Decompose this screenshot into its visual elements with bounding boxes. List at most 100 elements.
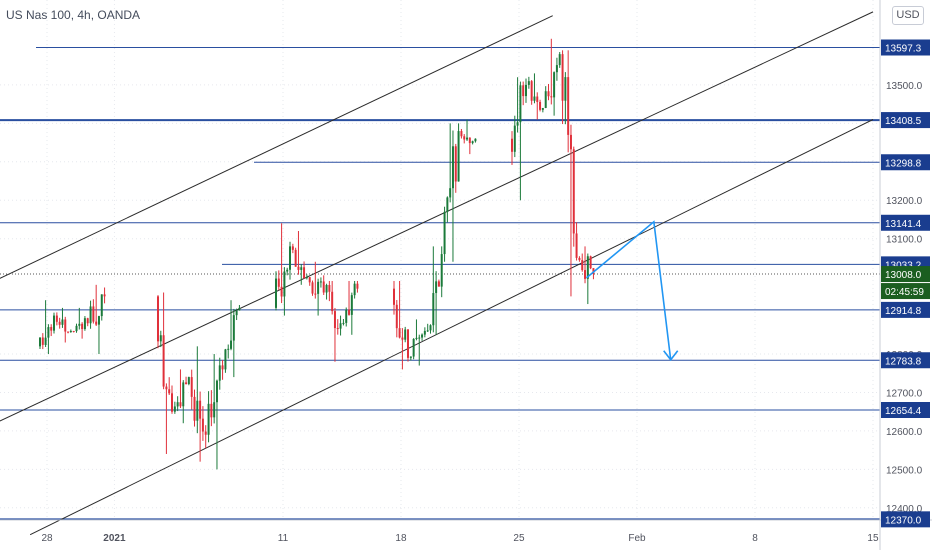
candle-body bbox=[179, 402, 182, 407]
candle-body bbox=[336, 328, 339, 330]
candle-body bbox=[176, 402, 179, 407]
price-level-label: 12654.4 bbox=[885, 406, 922, 417]
price-level-label-bg bbox=[881, 402, 930, 418]
y-tick-label: 13500.0 bbox=[886, 81, 923, 92]
candle-body bbox=[168, 389, 171, 394]
candle-body bbox=[53, 315, 55, 331]
x-tick-label: 28 bbox=[41, 533, 53, 544]
price-level-lines bbox=[0, 47, 880, 521]
candle-body bbox=[539, 101, 542, 110]
price-level-label: 12914.8 bbox=[885, 306, 922, 317]
candle-body bbox=[578, 257, 581, 261]
y-tick-label: 13200.0 bbox=[886, 196, 923, 207]
candle-body bbox=[429, 325, 432, 331]
candle-body bbox=[421, 334, 424, 338]
x-tick-label: Feb bbox=[628, 533, 646, 544]
candle-body bbox=[100, 294, 103, 317]
candle-body bbox=[297, 266, 300, 270]
price-level-label-bg bbox=[881, 352, 930, 369]
candle-body bbox=[536, 96, 539, 102]
countdown-label: 02:45:59 bbox=[885, 287, 924, 298]
price-level-label-bg bbox=[881, 511, 930, 528]
candle-body bbox=[274, 278, 277, 308]
candle-body bbox=[277, 278, 280, 287]
candle-body bbox=[513, 125, 516, 152]
candle-body bbox=[308, 277, 311, 283]
candle-body bbox=[291, 246, 294, 250]
candle-body bbox=[227, 348, 230, 350]
candle-body bbox=[190, 377, 193, 397]
candle-body bbox=[314, 293, 317, 295]
candle-body bbox=[47, 327, 50, 338]
candle-body bbox=[81, 323, 84, 330]
candle-body bbox=[89, 306, 92, 324]
candle-body bbox=[541, 107, 544, 110]
candle-body bbox=[466, 137, 469, 140]
last-price-label: 13008.0 bbox=[885, 270, 922, 281]
candle-body bbox=[575, 233, 578, 258]
candle-body bbox=[449, 188, 452, 198]
candle-body bbox=[41, 337, 44, 345]
candle-body bbox=[61, 319, 64, 325]
candle-body bbox=[72, 330, 75, 332]
price-level-label-bg bbox=[881, 39, 930, 56]
candle-body bbox=[182, 382, 185, 407]
projection-arrow-head bbox=[663, 350, 679, 362]
candle-body bbox=[569, 134, 572, 150]
x-tick-label: 8 bbox=[752, 533, 758, 544]
candle-body bbox=[44, 337, 47, 345]
price-level-label-bg bbox=[881, 301, 930, 318]
y-tick-label: 12400.0 bbox=[886, 504, 923, 515]
candle-body bbox=[409, 356, 412, 358]
candle-body bbox=[210, 403, 213, 418]
candle-body bbox=[426, 330, 429, 332]
candle-body bbox=[555, 65, 558, 73]
candle-body bbox=[561, 54, 564, 101]
candle-body bbox=[564, 77, 567, 101]
candle-body bbox=[527, 81, 530, 85]
candle-body bbox=[97, 316, 100, 325]
price-level-label: 13597.3 bbox=[885, 44, 922, 55]
candle-body bbox=[333, 311, 336, 329]
price-level-label: 13033.2 bbox=[885, 260, 922, 271]
candle-body bbox=[187, 377, 190, 385]
last-price-label-bg bbox=[881, 266, 930, 283]
candle-body bbox=[170, 393, 173, 412]
price-level-label-bg bbox=[881, 112, 930, 129]
currency-button[interactable]: USD bbox=[892, 6, 924, 25]
candle-body bbox=[230, 340, 233, 349]
candle-body bbox=[67, 331, 70, 333]
candle-body bbox=[159, 335, 162, 342]
candle-body bbox=[418, 337, 421, 339]
candle-body bbox=[567, 77, 570, 135]
candle-body bbox=[86, 318, 89, 324]
candle-body bbox=[64, 319, 67, 332]
candle-body bbox=[196, 400, 199, 421]
candle-body bbox=[345, 309, 348, 323]
candle-body bbox=[451, 146, 454, 189]
candle-body bbox=[165, 386, 168, 390]
candle-body bbox=[446, 197, 449, 212]
candle-body bbox=[331, 291, 334, 312]
channel-line bbox=[29, 119, 874, 536]
candle-body bbox=[78, 323, 81, 326]
candle-body bbox=[325, 285, 328, 293]
candle-body bbox=[92, 306, 95, 322]
candle-body bbox=[581, 260, 584, 271]
candle-body bbox=[201, 418, 204, 432]
candle-body bbox=[224, 349, 227, 370]
price-level-label-bg bbox=[881, 214, 930, 231]
candle-body bbox=[339, 323, 342, 329]
x-tick-label: 18 bbox=[395, 533, 407, 544]
price-level-label: 13141.4 bbox=[885, 219, 922, 230]
price-level-label: 13298.8 bbox=[885, 158, 922, 169]
candle-body bbox=[398, 328, 401, 338]
candle-body bbox=[533, 96, 536, 101]
candle-body bbox=[95, 321, 98, 325]
candle-body bbox=[519, 85, 522, 123]
price-labels: 13597.3 13408.5 13298.8 13141.4 13033.2 12914… bbox=[881, 39, 930, 528]
candle-body bbox=[437, 281, 440, 287]
